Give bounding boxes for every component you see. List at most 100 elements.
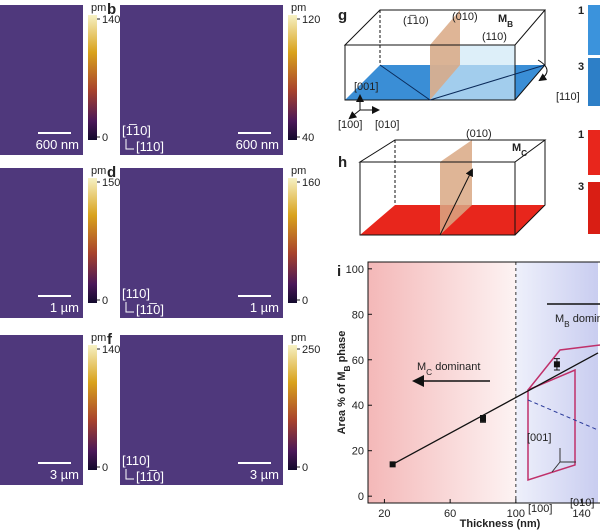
side-number: 3 <box>578 61 584 73</box>
colorbar-tick-label: 0 <box>102 295 108 307</box>
colorbar-tick-label: 160 <box>302 177 320 189</box>
cube-face <box>527 368 576 482</box>
colorbar-tick-label: 0 <box>302 462 308 474</box>
direction-label: [11̅0] <box>136 302 164 317</box>
y-tick-label: 0 <box>358 491 364 503</box>
x-tick-label: 140 <box>572 508 590 520</box>
direction-glyph <box>125 469 134 480</box>
inset-cube <box>527 344 600 482</box>
colorbar-unit: pm <box>91 2 106 14</box>
plane-label: (1̅10) <box>403 15 429 27</box>
x-tick-label: 100 <box>507 508 525 520</box>
region-note-part: M <box>417 361 426 373</box>
y-tick-label: 40 <box>352 400 364 412</box>
data-point <box>480 415 486 422</box>
region-note: MC dominant <box>417 361 480 377</box>
axis-arrow <box>348 109 361 120</box>
colorbar-unit: pm <box>91 332 106 344</box>
scale-bar-label: 3 µm <box>250 467 279 482</box>
axis-label: [100] <box>338 119 362 131</box>
inset-axis-label: [001] <box>527 432 551 444</box>
front-face <box>359 161 516 236</box>
colorbar <box>88 15 97 140</box>
data-point <box>389 461 396 468</box>
colorbar <box>88 178 97 303</box>
afm-image <box>120 335 283 485</box>
fit-line <box>392 352 599 465</box>
x-tick-label: 60 <box>444 508 456 520</box>
plane-010 <box>430 10 460 100</box>
direction-label: [110] <box>136 139 164 154</box>
panel-label: b <box>107 1 116 18</box>
direction-label: [110] <box>122 286 150 301</box>
inset-axis-label: [100] <box>528 503 552 515</box>
afm-image <box>0 5 83 155</box>
vector <box>439 168 473 236</box>
colorbar <box>88 345 97 470</box>
colorbar-unit: pm <box>291 2 306 14</box>
scale-bar-label: 1 µm <box>50 300 79 315</box>
y-tick-label: 80 <box>352 309 364 321</box>
phase-label-part: M <box>498 13 507 25</box>
plot-frame <box>367 261 600 504</box>
cube-edge <box>527 344 600 391</box>
diagram-g <box>343 5 600 120</box>
diagram-h <box>358 130 600 236</box>
thumb <box>588 130 600 175</box>
region-note-part: B <box>564 320 570 329</box>
colorbar <box>288 15 297 140</box>
side-number: 1 <box>578 129 584 141</box>
colorbar-tick-label: 40 <box>302 132 314 144</box>
axis-label: [010] <box>375 119 399 131</box>
panel-label: g <box>338 7 347 24</box>
colorbar <box>288 178 297 303</box>
thumb <box>588 182 600 234</box>
data-point <box>553 361 560 368</box>
rotate-arrow <box>537 59 548 82</box>
y-tick-label: 20 <box>352 446 364 458</box>
phase-label: MC <box>512 142 527 158</box>
direction-glyph <box>125 302 134 313</box>
plane-010 <box>440 140 472 235</box>
phase-label-part: C <box>521 149 527 158</box>
phase-label-part: M <box>512 142 521 154</box>
phase-label: MB <box>498 13 513 29</box>
axis-label: [110] <box>556 91 580 103</box>
colorbar-unit: pm <box>291 165 306 177</box>
thumb <box>588 5 600 55</box>
colorbar <box>288 345 297 470</box>
side-number: 1 <box>578 5 584 17</box>
colorbar-tick-label: 0 <box>302 295 308 307</box>
colorbar-tick-label: 140 <box>102 344 120 356</box>
y-axis-label: Area % of MB phase <box>336 331 352 435</box>
y-axis-label-part: Area % of M <box>336 371 348 434</box>
colorbar-tick-label: 120 <box>302 14 320 26</box>
x-tick-label: 20 <box>378 508 390 520</box>
plane-label: (010) <box>466 128 492 140</box>
side-number: 3 <box>578 181 584 193</box>
panel-label: i <box>337 263 341 280</box>
direction-label: [11̅0] <box>136 469 164 484</box>
scale-bar-label: 600 nm <box>36 137 79 152</box>
region-note-part: dominant <box>570 313 600 325</box>
region-note: MB dominant <box>555 313 600 329</box>
colorbar-unit: pm <box>291 332 306 344</box>
panel-label: d <box>107 164 116 181</box>
scale-bar-label: 1 µm <box>250 300 279 315</box>
thumb <box>588 58 600 106</box>
colorbar-tick-label: 0 <box>102 462 108 474</box>
region-right <box>515 262 598 503</box>
afm-image <box>120 5 283 155</box>
panel-label: f <box>107 331 113 348</box>
y-axis-label-part: B <box>343 365 352 371</box>
x-axis-label: Thickness (nm) <box>460 518 541 530</box>
afm-image <box>0 168 83 318</box>
diag <box>379 64 431 101</box>
direction-label: [110] <box>122 453 150 468</box>
y-tick-label: 60 <box>352 355 364 367</box>
region-note-part: dominant <box>432 361 480 373</box>
region-note-part: C <box>426 368 432 377</box>
direction-glyph <box>125 139 134 150</box>
y-axis-label-part: phase <box>336 331 348 366</box>
